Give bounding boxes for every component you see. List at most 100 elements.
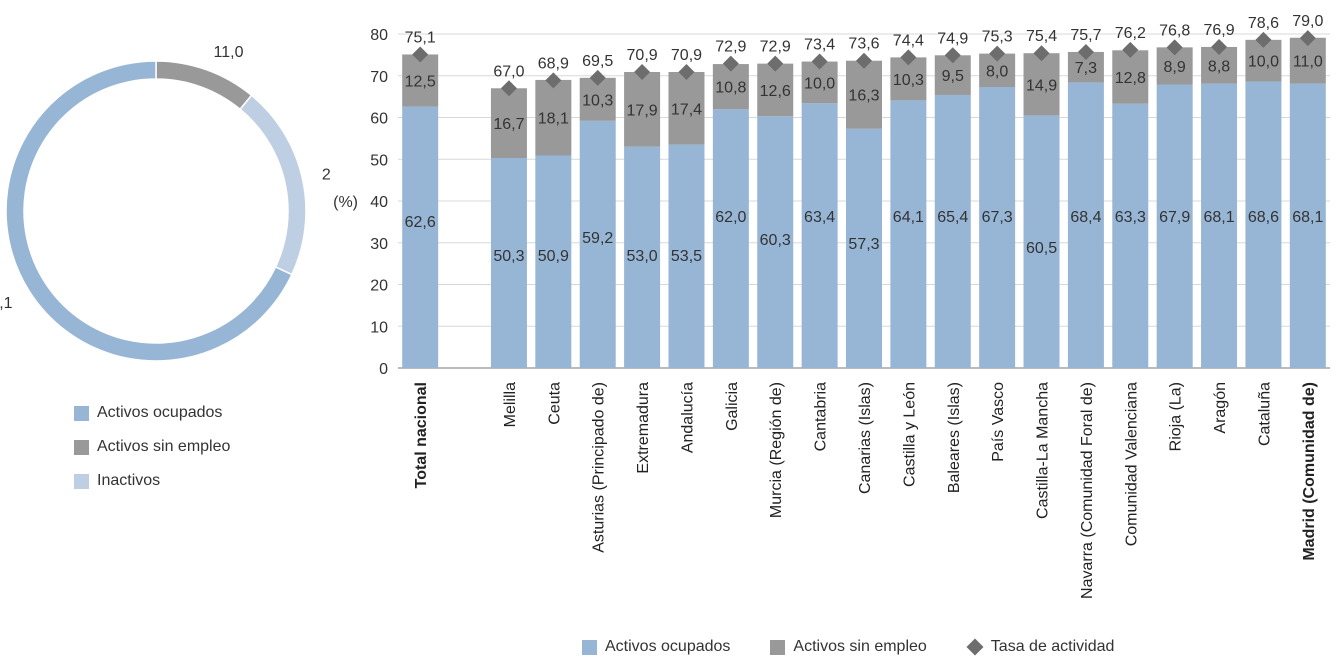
label-activos-sin-empleo: 14,9	[1026, 77, 1057, 94]
marker-tasa-actividad	[1255, 31, 1272, 48]
label-tasa-actividad: 75,7	[1070, 27, 1101, 44]
label-activos-sin-empleo: 8,0	[986, 63, 1008, 80]
x-tick-label: Rioja (La)	[1168, 382, 1185, 451]
donut-slice-label: 68,1	[0, 295, 13, 312]
bar-activos-ocupados	[1023, 115, 1060, 368]
marker-tasa-actividad	[989, 45, 1006, 62]
label-activos-ocupados: 53,0	[627, 248, 658, 265]
label-activos-sin-empleo: 10,0	[1248, 54, 1279, 71]
bar-activos-ocupados	[535, 155, 572, 368]
label-activos-sin-empleo: 10,8	[715, 80, 746, 97]
x-tick-label: Comunidad Valenciana	[1123, 382, 1140, 546]
label-activos-sin-empleo: 17,9	[627, 102, 658, 119]
bar-activos-ocupados	[668, 144, 705, 368]
y-tick-label: 10	[370, 319, 388, 336]
legend-swatch	[770, 639, 786, 655]
label-activos-sin-empleo: 10,0	[804, 75, 835, 92]
x-tick-label: Castilla-La Mancha	[1035, 382, 1052, 519]
label-tasa-actividad: 70,9	[671, 47, 702, 64]
label-tasa-actividad: 69,5	[582, 53, 613, 70]
marker-tasa-actividad	[634, 63, 651, 80]
y-tick-label: 80	[370, 27, 388, 44]
legend-label: Activos ocupados	[97, 404, 223, 421]
bar-activos-sin-empleo	[1023, 53, 1060, 116]
bar-activos-sin-empleo	[490, 88, 527, 158]
label-activos-sin-empleo: 12,8	[1115, 70, 1146, 87]
bar-activos-ocupados	[890, 100, 927, 368]
label-activos-ocupados: 53,5	[671, 248, 702, 265]
bar-activos-sin-empleo	[1112, 50, 1149, 104]
label-activos-ocupados: 50,3	[493, 248, 524, 265]
marker-tasa-actividad	[500, 80, 517, 97]
bar-activos-ocupados	[1201, 83, 1238, 369]
label-tasa-actividad: 68,9	[538, 55, 569, 72]
bar-activos-ocupados	[1067, 82, 1104, 369]
bar-activos-ocupados	[1112, 103, 1149, 368]
legend-label: Tasa de actividad	[990, 638, 1115, 655]
donut-legend: Activos ocupados Activos sin empleo Inac…	[74, 396, 230, 498]
donut-legend-item-ocupados: Activos ocupados	[74, 396, 230, 430]
label-activos-ocupados: 59,2	[582, 230, 613, 247]
legend-swatch	[74, 473, 89, 489]
donut-slice	[5, 60, 293, 362]
marker-tasa-actividad	[589, 69, 606, 86]
marker-tasa-actividad	[412, 46, 429, 63]
label-tasa-actividad: 75,4	[1026, 28, 1057, 45]
bar-activos-ocupados	[934, 94, 971, 368]
marker-tasa-actividad	[767, 55, 784, 72]
label-activos-ocupados: 63,3	[1115, 209, 1146, 226]
donut-slice-label: 21,0	[322, 167, 330, 184]
y-tick-label: 40	[370, 194, 388, 211]
label-tasa-actividad: 79,0	[1292, 13, 1323, 30]
x-tick-label: Canarias (Islas)	[857, 382, 874, 494]
bar-activos-sin-empleo	[535, 79, 572, 156]
marker-tasa-actividad	[1033, 45, 1050, 62]
label-activos-ocupados: 62,0	[715, 209, 746, 226]
x-tick-label: Cataluña	[1256, 382, 1273, 446]
x-tick-label: Madrid (Comunidad de)	[1301, 382, 1318, 561]
label-activos-sin-empleo: 12,5	[405, 74, 436, 91]
label-activos-sin-empleo: 7,3	[1075, 60, 1097, 77]
x-tick-label: Cantabria	[813, 382, 830, 451]
bar-activos-ocupados	[1245, 81, 1282, 368]
marker-tasa-actividad	[722, 55, 739, 72]
bar-activos-sin-empleo	[757, 63, 794, 117]
bar-activos-ocupados	[801, 103, 838, 369]
label-tasa-actividad: 67,0	[493, 63, 524, 80]
label-activos-sin-empleo: 10,3	[893, 72, 924, 89]
marker-tasa-actividad	[1077, 43, 1094, 60]
bar-legend-item-ocupados: Activos ocupados	[582, 638, 730, 656]
bar-activos-sin-empleo	[402, 54, 439, 107]
label-tasa-actividad: 72,9	[760, 39, 791, 56]
bar-activos-ocupados	[624, 146, 661, 368]
label-activos-sin-empleo: 16,7	[493, 116, 524, 133]
label-activos-ocupados: 62,6	[405, 214, 436, 231]
label-activos-ocupados: 68,1	[1203, 209, 1234, 226]
marker-tasa-actividad	[1211, 38, 1228, 55]
x-tick-label: Andalucía	[679, 382, 696, 453]
bar-activos-ocupados	[757, 116, 794, 368]
bar-activos-sin-empleo	[624, 71, 661, 147]
x-tick-label: Ceuta	[546, 382, 563, 425]
label-tasa-actividad: 75,1	[405, 29, 436, 46]
label-tasa-actividad: 76,2	[1115, 25, 1146, 42]
bar-legend-item-sin-empleo: Activos sin empleo	[770, 638, 927, 656]
label-activos-ocupados: 64,1	[893, 209, 924, 226]
marker-tasa-actividad	[1299, 30, 1316, 47]
label-tasa-actividad: 73,6	[848, 36, 879, 53]
marker-tasa-actividad	[678, 63, 695, 80]
y-tick-label: 50	[370, 152, 388, 169]
legend-label: Activos ocupados	[605, 638, 731, 655]
label-tasa-actividad: 72,9	[715, 39, 746, 56]
label-tasa-actividad: 74,9	[937, 30, 968, 47]
x-tick-label: País Vasco	[990, 382, 1007, 462]
legend-label: Activos sin empleo	[793, 638, 927, 655]
label-activos-ocupados: 65,4	[937, 209, 968, 226]
y-tick-label: 20	[370, 278, 388, 295]
label-activos-sin-empleo: 12,6	[760, 83, 791, 100]
marker-tasa-actividad	[1122, 41, 1139, 58]
bar-activos-ocupados	[490, 157, 527, 368]
label-activos-sin-empleo: 10,3	[582, 92, 613, 109]
bar-activos-sin-empleo	[668, 71, 705, 145]
